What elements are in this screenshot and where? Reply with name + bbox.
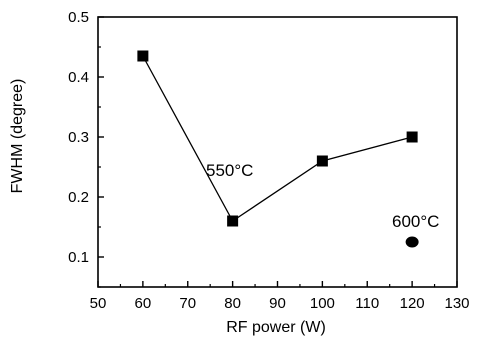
y-tick-label: 0.1 — [68, 249, 89, 266]
y-tick-label: 0.3 — [68, 129, 89, 146]
x-tick-label: 70 — [179, 295, 196, 312]
x-tick-label: 80 — [224, 295, 241, 312]
data-point-circle — [405, 236, 419, 248]
x-axis-title: RF power (W) — [226, 319, 326, 336]
y-tick-label: 0.2 — [68, 189, 89, 206]
y-axis-title: FWHM (degree) — [9, 79, 26, 194]
data-point-square — [227, 215, 239, 227]
x-tick-label: 110 — [355, 295, 379, 312]
x-tick-label: 50 — [90, 295, 107, 312]
x-tick-label: 120 — [400, 295, 425, 312]
x-tick-label: 130 — [444, 295, 469, 312]
x-tick-label: 90 — [269, 295, 286, 312]
series-line — [142, 55, 413, 222]
y-tick-label: 0.4 — [68, 69, 89, 86]
plot-area: 50 60 70 80 90 100 110 120 130 0.1 0.2 0.3 0.4 0.5 — [68, 9, 469, 312]
x-tick-label: 100 — [310, 295, 335, 312]
data-point-square — [406, 131, 418, 143]
data-point-square — [316, 155, 328, 167]
annotation-550c: 550°C — [206, 161, 253, 180]
annotation-600c: 600°C — [392, 212, 439, 231]
plot-frame — [97, 16, 458, 288]
data-point-square — [137, 50, 149, 62]
x-tick-label: 60 — [135, 295, 152, 312]
y-tick-label: 0.5 — [68, 9, 89, 26]
